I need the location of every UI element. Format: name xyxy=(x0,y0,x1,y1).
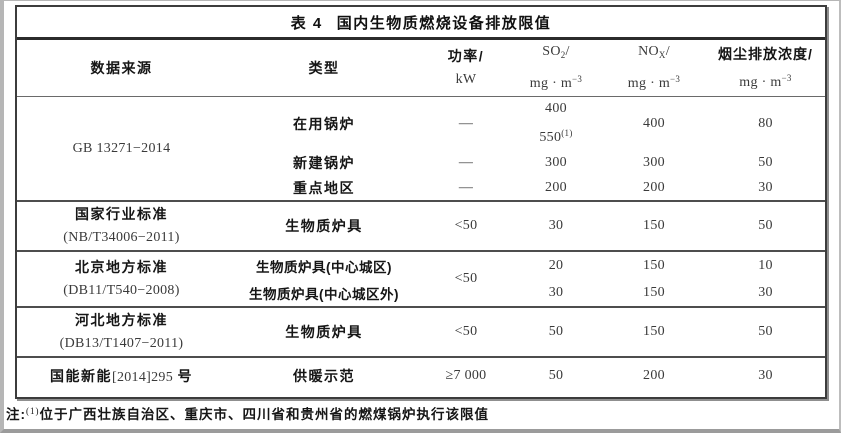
cell-hb-dust: 50 xyxy=(706,307,825,358)
cell-gn-type: 供暖示范 xyxy=(293,367,355,384)
cell-bj-r1-type: 生物质炉具(中心城区) xyxy=(256,259,392,275)
cell-hb-nox: 150 xyxy=(602,307,706,358)
cell-gb-r3-dust: 30 xyxy=(706,176,825,202)
cell-bj-r1-nox: 150 xyxy=(643,257,665,273)
footnote-label: 注: xyxy=(6,407,26,422)
table-row-gb-new: 新建锅炉 — 300 300 50 xyxy=(17,150,825,176)
table-row-hb-standard: 河北地方标准 (DB13/T1407−2011) 生物质炉具 <50 50 15… xyxy=(17,307,825,358)
cell-gb-r1-power: — xyxy=(458,115,474,131)
table-row-gb-key-area: 重点地区 — 200 200 30 xyxy=(17,176,825,202)
cell-bj-power: <50 xyxy=(422,251,510,308)
cell-gn-source: 国能新能[2014]295 号 xyxy=(50,367,193,385)
table-title: 表 4 国内生物质燃烧设备排放限值 xyxy=(17,7,825,40)
cell-gb-source: GB 13271−2014 xyxy=(17,96,226,202)
cell-gb-r3-type: 重点地区 xyxy=(226,176,422,202)
footnote: 注:(1)位于广西壮族自治区、重庆市、四川省和贵州省的燃煤锅炉执行该限值 xyxy=(6,403,489,423)
emission-limits-table: 表 4 国内生物质燃烧设备排放限值 数据来源 类型 功率/ kW SO2/ mg … xyxy=(15,5,827,399)
table-number: 表 4 xyxy=(290,14,323,32)
cell-nb-dust: 50 xyxy=(706,201,825,252)
cell-gb-r2-so2: 300 xyxy=(545,155,567,170)
cell-gb-r2-power: — xyxy=(458,155,474,170)
cell-bj-r2-so2: 30 xyxy=(510,279,602,308)
cell-nb-power: <50 xyxy=(422,201,510,252)
cell-gb-r3-power: — xyxy=(422,176,510,202)
table-row-bj-outside-central: 生物质炉具(中心城区外) 30 150 30 xyxy=(17,279,825,308)
cell-bj-r1-so2: 20 xyxy=(548,257,564,273)
cell-gn-dust: 30 xyxy=(758,367,773,383)
cell-gb-r2-nox: 300 xyxy=(643,155,665,170)
footnote-text: 位于广西壮族自治区、重庆市、四川省和贵州省的燃煤锅炉执行该限值 xyxy=(39,407,489,422)
cell-nb-source: 国家行业标准 (NB/T34006−2011) xyxy=(17,201,226,252)
cell-nb-type: 生物质炉具 xyxy=(226,201,422,252)
cell-gb-r3-so2: 200 xyxy=(510,176,602,202)
table-row-gn-demo: 国能新能[2014]295 号 供暖示范 ≥7 000 50 200 30 xyxy=(17,357,825,393)
cell-hb-type: 生物质炉具 xyxy=(226,307,422,358)
col-header-type: 类型 xyxy=(226,40,422,97)
cell-gb-r1-nox: 400 xyxy=(643,115,665,131)
cell-bj-r2-type: 生物质炉具(中心城区外) xyxy=(226,279,422,308)
cell-gn-power: ≥7 000 xyxy=(445,367,487,383)
cell-hb-so2: 50 xyxy=(510,307,602,358)
cell-nb-nox: 150 xyxy=(602,201,706,252)
cell-gn-nox: 200 xyxy=(643,367,665,383)
col-header-dust: 烟尘排放浓度/ mg · m−3 xyxy=(706,40,825,97)
data-table: 数据来源 类型 功率/ kW SO2/ mg · m−3 NOX/ mg · m… xyxy=(17,40,825,393)
col-header-so2: SO2/ mg · m−3 xyxy=(510,40,602,97)
cell-bj-source: 北京地方标准 (DB11/T540−2008) xyxy=(17,251,226,308)
cell-gb-r3-nox: 200 xyxy=(602,176,706,202)
cell-gb-r1-type: 在用锅炉 xyxy=(293,115,355,132)
col-header-power: 功率/ kW xyxy=(422,40,510,97)
table-title-text: 国内生物质燃烧设备排放限值 xyxy=(336,14,552,32)
cell-hb-power: <50 xyxy=(422,307,510,358)
header-row: 数据来源 类型 功率/ kW SO2/ mg · m−3 NOX/ mg · m… xyxy=(17,40,825,97)
cell-gn-so2: 50 xyxy=(548,367,564,383)
cell-gb-r2-type: 新建锅炉 xyxy=(293,155,355,171)
cell-gb-r1-so2: 400 550(1) xyxy=(539,101,573,145)
cell-hb-source: 河北地方标准 (DB13/T1407−2011) xyxy=(17,307,226,358)
table-row-nb-standard: 国家行业标准 (NB/T34006−2011) 生物质炉具 <50 30 150… xyxy=(17,201,825,252)
table-row-gb-inuse: GB 13271−2014 在用锅炉 — 400 550(1) 400 80 xyxy=(17,96,825,202)
footnote-superscript: (1) xyxy=(26,406,40,416)
cell-gb-r2-dust: 50 xyxy=(758,155,773,170)
cell-bj-r2-dust: 30 xyxy=(706,279,825,308)
cell-gb-r1-dust: 80 xyxy=(758,115,773,131)
col-header-source: 数据来源 xyxy=(17,40,226,97)
table-row-bj-central: 北京地方标准 (DB11/T540−2008) 生物质炉具(中心城区) <50 … xyxy=(17,251,825,308)
cell-bj-r2-nox: 150 xyxy=(602,279,706,308)
cell-nb-so2: 30 xyxy=(510,201,602,252)
cell-bj-r1-dust: 10 xyxy=(758,257,773,273)
col-header-nox: NOX/ mg · m−3 xyxy=(602,40,706,97)
